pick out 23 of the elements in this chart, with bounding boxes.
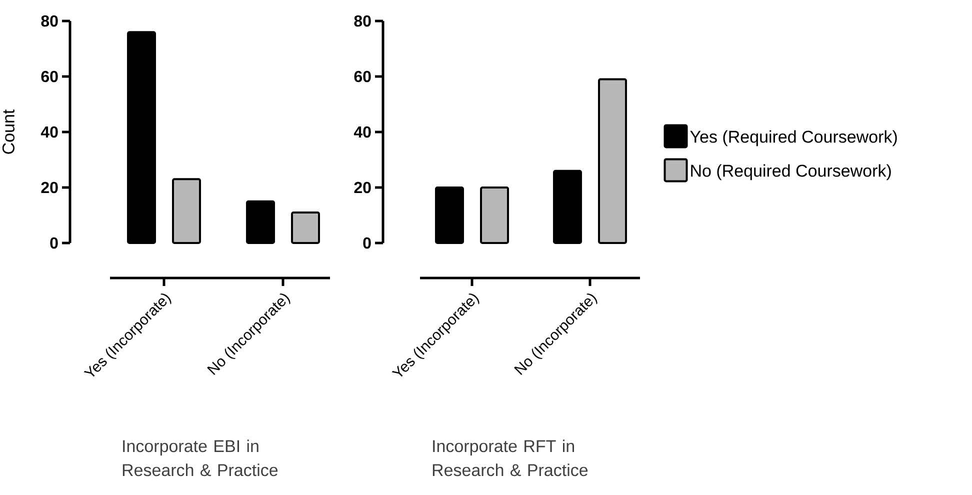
y-tick-label: 60 (354, 70, 371, 82)
bar (246, 200, 275, 244)
y-tick-label: 0 (50, 237, 58, 249)
y-axis-title: Count (2, 109, 14, 154)
y-tick-label: 80 (354, 15, 371, 27)
bar (127, 31, 156, 244)
y-tick-label: 40 (354, 126, 371, 138)
legend-label: Yes (Required Coursework) (690, 130, 897, 146)
x-axis-title: Incorporate RFT in Research & Practice (432, 440, 588, 476)
x-axis-title: Incorporate EBI in Research & Practice (122, 440, 278, 476)
y-tick-label: 20 (41, 182, 58, 194)
bar (553, 170, 582, 244)
bar (172, 178, 201, 244)
bar (480, 186, 510, 244)
legend-label: No (Required Coursework) (691, 164, 891, 180)
bar (291, 211, 320, 244)
y-tick-label: 60 (41, 70, 58, 82)
y-tick-label: 20 (354, 182, 371, 194)
y-tick-label: 0 (363, 237, 371, 249)
y-tick-label: 80 (41, 15, 58, 27)
bar (598, 78, 628, 244)
y-tick-label: 40 (40, 126, 58, 138)
bar (435, 186, 464, 244)
